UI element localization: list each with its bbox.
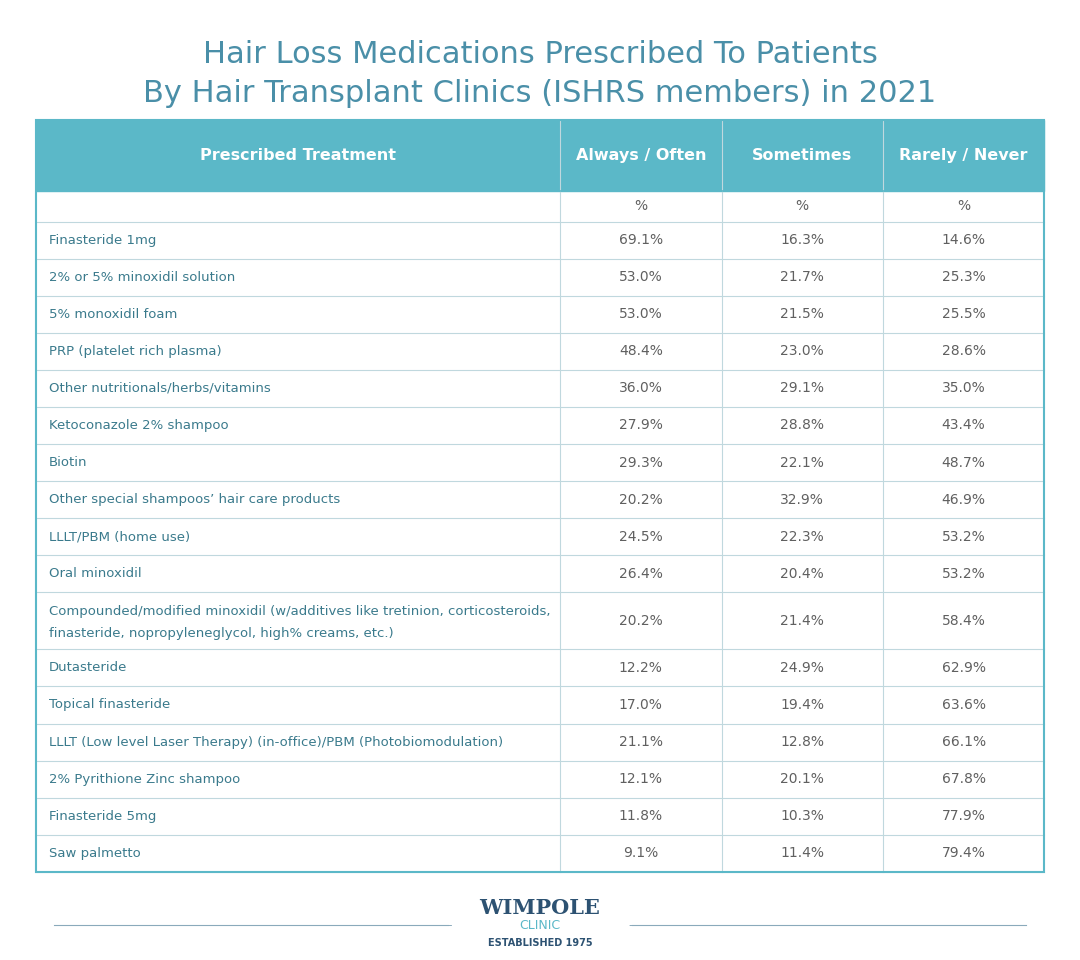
Text: 2% Pyrithione Zinc shampoo: 2% Pyrithione Zinc shampoo (49, 773, 240, 785)
Text: By Hair Transplant Clinics (ISHRS members) in 2021: By Hair Transplant Clinics (ISHRS member… (144, 79, 936, 108)
Text: 67.8%: 67.8% (942, 772, 986, 786)
Text: 28.6%: 28.6% (942, 345, 986, 358)
Text: 62.9%: 62.9% (942, 660, 986, 675)
Text: Finasteride 1mg: Finasteride 1mg (49, 233, 156, 247)
Text: 11.4%: 11.4% (780, 846, 824, 860)
Text: Prescribed Treatment: Prescribed Treatment (200, 148, 396, 163)
Text: 10.3%: 10.3% (781, 809, 824, 823)
Text: Topical finasteride: Topical finasteride (49, 699, 170, 711)
Text: 20.1%: 20.1% (781, 772, 824, 786)
Text: 22.3%: 22.3% (781, 530, 824, 543)
Text: —: — (629, 919, 642, 932)
Text: Compounded/modified minoxidil (w/additives like tretinion, corticosteroids,: Compounded/modified minoxidil (w/additiv… (49, 605, 550, 617)
Text: 24.9%: 24.9% (781, 660, 824, 675)
Text: %: % (957, 200, 970, 213)
Text: Always / Often: Always / Often (576, 148, 706, 163)
Text: 25.5%: 25.5% (942, 307, 986, 322)
Text: 29.3%: 29.3% (619, 455, 663, 469)
Text: Sometimes: Sometimes (752, 148, 852, 163)
Text: 25.3%: 25.3% (942, 271, 986, 284)
Text: 58.4%: 58.4% (942, 613, 986, 628)
Text: 9.1%: 9.1% (623, 846, 659, 860)
Text: 53.2%: 53.2% (942, 566, 986, 581)
Text: 46.9%: 46.9% (942, 492, 986, 507)
Text: Saw palmetto: Saw palmetto (49, 847, 140, 859)
Text: 12.8%: 12.8% (780, 735, 824, 749)
Text: 29.1%: 29.1% (780, 381, 824, 396)
Text: 48.4%: 48.4% (619, 345, 663, 358)
Text: 14.6%: 14.6% (942, 233, 986, 248)
Text: 43.4%: 43.4% (942, 419, 986, 432)
Text: 11.8%: 11.8% (619, 809, 663, 823)
Text: 27.9%: 27.9% (619, 419, 663, 432)
Text: Dutasteride: Dutasteride (49, 661, 127, 675)
FancyBboxPatch shape (36, 120, 1044, 191)
Text: 23.0%: 23.0% (781, 345, 824, 358)
Text: Ketoconazole 2% shampoo: Ketoconazole 2% shampoo (49, 419, 228, 432)
Text: 5% monoxidil foam: 5% monoxidil foam (49, 308, 177, 321)
Text: WIMPOLE: WIMPOLE (480, 899, 600, 918)
Text: %: % (634, 200, 647, 213)
Text: Oral minoxidil: Oral minoxidil (49, 567, 141, 580)
Text: %: % (796, 200, 809, 213)
Text: 12.2%: 12.2% (619, 660, 663, 675)
Text: 20.4%: 20.4% (781, 566, 824, 581)
Text: 20.2%: 20.2% (619, 613, 663, 628)
Text: Hair Loss Medications Prescribed To Patients: Hair Loss Medications Prescribed To Pati… (203, 40, 877, 69)
Text: Finasteride 5mg: Finasteride 5mg (49, 809, 156, 823)
Text: 12.1%: 12.1% (619, 772, 663, 786)
Text: 53.2%: 53.2% (942, 530, 986, 543)
Text: 48.7%: 48.7% (942, 455, 986, 469)
Text: 16.3%: 16.3% (780, 233, 824, 248)
Text: 53.0%: 53.0% (619, 307, 663, 322)
Text: 79.4%: 79.4% (942, 846, 986, 860)
FancyBboxPatch shape (36, 191, 1044, 872)
Text: 69.1%: 69.1% (619, 233, 663, 248)
Text: 17.0%: 17.0% (619, 698, 663, 712)
Text: 20.2%: 20.2% (619, 492, 663, 507)
Text: 77.9%: 77.9% (942, 809, 986, 823)
Text: Rarely / Never: Rarely / Never (900, 148, 1028, 163)
Text: Biotin: Biotin (49, 456, 87, 469)
Text: LLLT/PBM (home use): LLLT/PBM (home use) (49, 530, 190, 543)
Text: 32.9%: 32.9% (781, 492, 824, 507)
Text: ESTABLISHED 1975: ESTABLISHED 1975 (488, 938, 592, 948)
Text: 53.0%: 53.0% (619, 271, 663, 284)
Text: Other special shampoos’ hair care products: Other special shampoos’ hair care produc… (49, 493, 340, 506)
Text: 28.8%: 28.8% (780, 419, 824, 432)
Text: 36.0%: 36.0% (619, 381, 663, 396)
Text: 63.6%: 63.6% (942, 698, 986, 712)
Text: 26.4%: 26.4% (619, 566, 663, 581)
Text: 19.4%: 19.4% (780, 698, 824, 712)
Text: CLINIC: CLINIC (519, 919, 561, 932)
Text: 21.5%: 21.5% (781, 307, 824, 322)
Text: 35.0%: 35.0% (942, 381, 986, 396)
Text: 21.4%: 21.4% (781, 613, 824, 628)
Text: 21.1%: 21.1% (619, 735, 663, 749)
Text: 66.1%: 66.1% (942, 735, 986, 749)
Text: LLLT (Low level Laser Therapy) (in-office)/PBM (Photobiomodulation): LLLT (Low level Laser Therapy) (in-offic… (49, 735, 502, 749)
Text: 22.1%: 22.1% (781, 455, 824, 469)
Text: 24.5%: 24.5% (619, 530, 663, 543)
Text: 21.7%: 21.7% (781, 271, 824, 284)
Text: PRP (platelet rich plasma): PRP (platelet rich plasma) (49, 345, 221, 358)
Text: Other nutritionals/herbs/vitamins: Other nutritionals/herbs/vitamins (49, 382, 270, 395)
Text: —: — (438, 919, 451, 932)
Text: 2% or 5% minoxidil solution: 2% or 5% minoxidil solution (49, 271, 234, 284)
Text: finasteride, nopropyleneglycol, high% creams, etc.): finasteride, nopropyleneglycol, high% cr… (49, 627, 393, 640)
